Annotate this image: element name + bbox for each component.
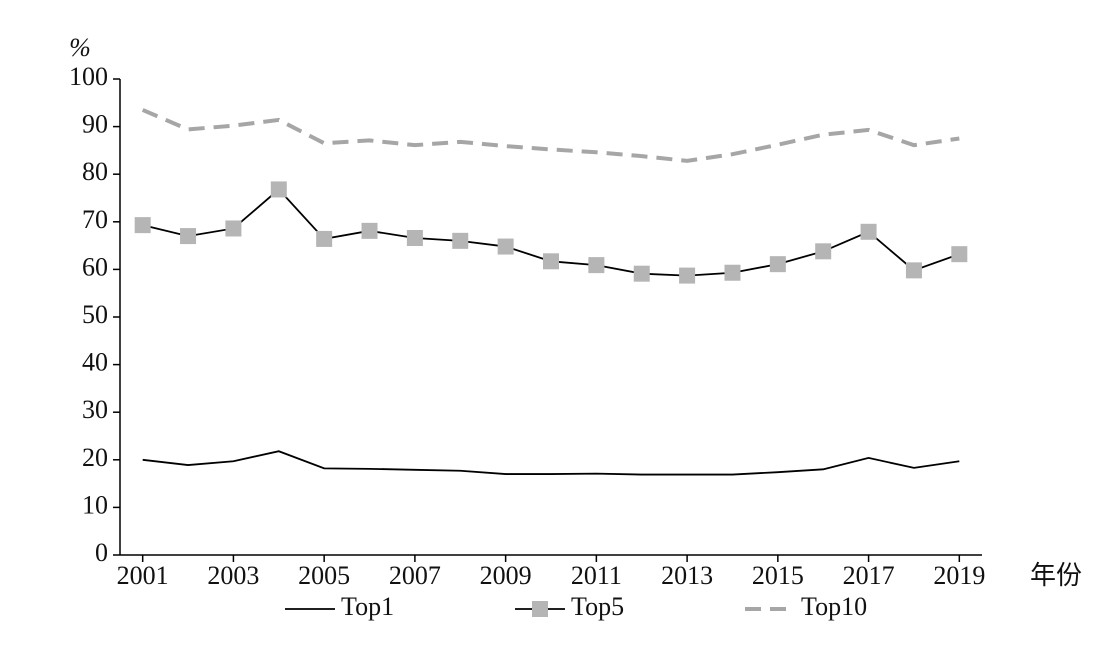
x-tick-label: 2005 [298, 561, 350, 590]
marker [497, 238, 514, 255]
marker [452, 232, 469, 249]
x-axis-label: 年份 [1030, 561, 1082, 590]
y-tick-label: 90 [82, 110, 108, 139]
x-tick-label: 2009 [480, 561, 532, 590]
x-tick-label: 2013 [661, 561, 713, 590]
marker [815, 243, 832, 260]
marker [679, 267, 696, 284]
y-tick-label: 50 [82, 300, 108, 329]
y-tick-label: 10 [82, 490, 108, 519]
marker [724, 264, 741, 281]
y-tick-label: 70 [82, 205, 108, 234]
y-tick-label: 40 [82, 348, 108, 377]
marker [361, 222, 378, 239]
y-axis-label: % [69, 33, 91, 62]
x-tick-label: 2017 [843, 561, 895, 590]
marker [951, 246, 968, 263]
y-tick-label: 60 [82, 252, 108, 281]
x-tick-label: 2015 [752, 561, 804, 590]
legend-marker [532, 601, 548, 617]
marker [543, 253, 559, 270]
y-tick-label: 80 [82, 157, 108, 186]
marker [633, 265, 650, 282]
marker [316, 230, 333, 247]
marker [180, 228, 197, 245]
legend-label: Top5 [571, 592, 624, 621]
y-tick-label: 100 [69, 62, 108, 91]
x-tick-label: 2007 [389, 561, 441, 590]
x-tick-label: 2003 [207, 561, 259, 590]
marker [270, 181, 287, 198]
legend-label: Top10 [801, 592, 867, 621]
x-tick-label: 2001 [117, 561, 169, 590]
y-tick-label: 30 [82, 395, 108, 424]
marker [860, 223, 877, 240]
y-tick-label: 0 [95, 538, 108, 567]
legend-label: Top1 [341, 592, 394, 621]
x-tick-label: 2011 [571, 561, 622, 590]
marker [134, 217, 151, 234]
marker [905, 262, 922, 279]
marker [769, 256, 786, 273]
marker [588, 257, 605, 274]
marker [225, 220, 242, 237]
series-line [141, 108, 960, 163]
marker [406, 229, 423, 246]
series-line [142, 450, 960, 476]
x-tick-label: 2019 [933, 561, 985, 590]
y-tick-label: 20 [82, 443, 108, 472]
